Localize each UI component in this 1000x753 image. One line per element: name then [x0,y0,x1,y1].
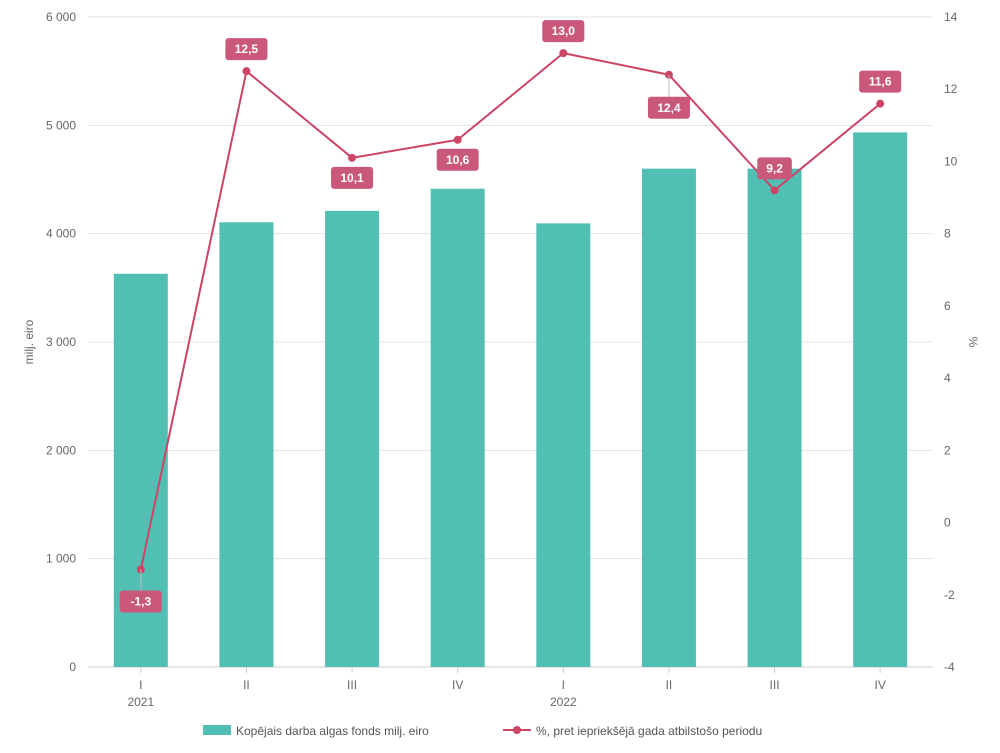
x-tick-label: IV [875,678,886,692]
legend: Kopējais darba algas fonds milj. eiro %,… [203,724,762,738]
data-label-box [859,70,902,93]
y-tick-label: 5 000 [46,118,76,132]
bar [853,132,908,667]
bar [219,222,274,667]
grid-lines [88,16,933,668]
y-tick-label: 3 000 [46,335,76,349]
data-labels: -1,3 12,5 10,1 10,6 13,0 12,4 9,2 11,6 [119,20,902,613]
y-tick-label: 0 [69,660,76,674]
line-path [139,52,881,570]
bar-series [113,132,908,668]
data-label: 12,4 [657,101,681,115]
line-point [242,67,251,76]
y2-tick-label: 10 [944,154,958,168]
y-tick-label: 1 000 [46,552,76,566]
x-year-label: 2021 [127,695,154,709]
bar [430,188,485,668]
x-tick-label: I [562,678,565,692]
y2-tick-label: 14 [944,10,958,24]
data-label-box [647,96,690,119]
y2-tick-label: -4 [944,660,955,674]
x-tick-label: III [770,678,780,692]
legend-bar-label: Kopējais darba algas fonds milj. eiro [236,724,429,738]
line-point [559,49,568,58]
y-tick-label: 4 000 [46,227,76,241]
data-label: 10,1 [340,171,364,185]
left-axis-title: milj. eiro [22,319,36,364]
y2-tick-label: 4 [944,371,951,385]
data-label-box [331,166,374,189]
data-label-box [757,157,792,180]
line-point [348,153,357,162]
x-tick-label: II [666,678,673,692]
legend-line-marker [513,726,521,734]
data-label: 12,5 [235,42,259,56]
y2-tick-label: 2 [944,443,951,457]
legend-bar-swatch [203,725,231,735]
x-tick-label: IV [452,678,463,692]
data-label-box [436,148,479,171]
right-axis-title: % [966,337,980,348]
line-point [453,135,462,144]
data-label: 10,6 [446,153,470,167]
bar [747,168,802,667]
x-tick-label: III [347,678,357,692]
data-label-box [119,590,162,613]
data-label: 11,6 [869,75,892,89]
y-tick-label: 6 000 [46,10,76,24]
bar [536,223,591,667]
data-label: 13,0 [552,24,576,38]
line-series [136,49,885,574]
y2-tick-label: 8 [944,227,951,241]
x-tick-label: I [139,678,142,692]
bar [641,168,696,667]
y-tick-label: 2 000 [46,443,76,457]
x-year-label: 2022 [550,695,577,709]
y2-tick-label: 6 [944,299,951,313]
legend-line-label: %, pret iepriekšējā gada atbilstošo peri… [536,724,762,738]
y2-tick-label: -2 [944,588,955,602]
line-point [770,186,779,195]
data-label: -1,3 [130,595,151,609]
y2-tick-label: 12 [944,82,958,96]
right-axis-ticks: -4 -2 0 2 4 6 8 10 12 14 [944,10,958,674]
line-point [876,99,885,108]
left-axis-ticks: 0 1 000 2 000 3 000 4 000 5 000 6 000 [46,10,76,674]
x-tick-label: II [243,678,250,692]
bar [325,210,380,667]
data-label-box [542,20,585,43]
data-label-box [225,38,268,61]
y2-tick-label: 0 [944,516,951,530]
data-label: 9,2 [766,161,783,175]
